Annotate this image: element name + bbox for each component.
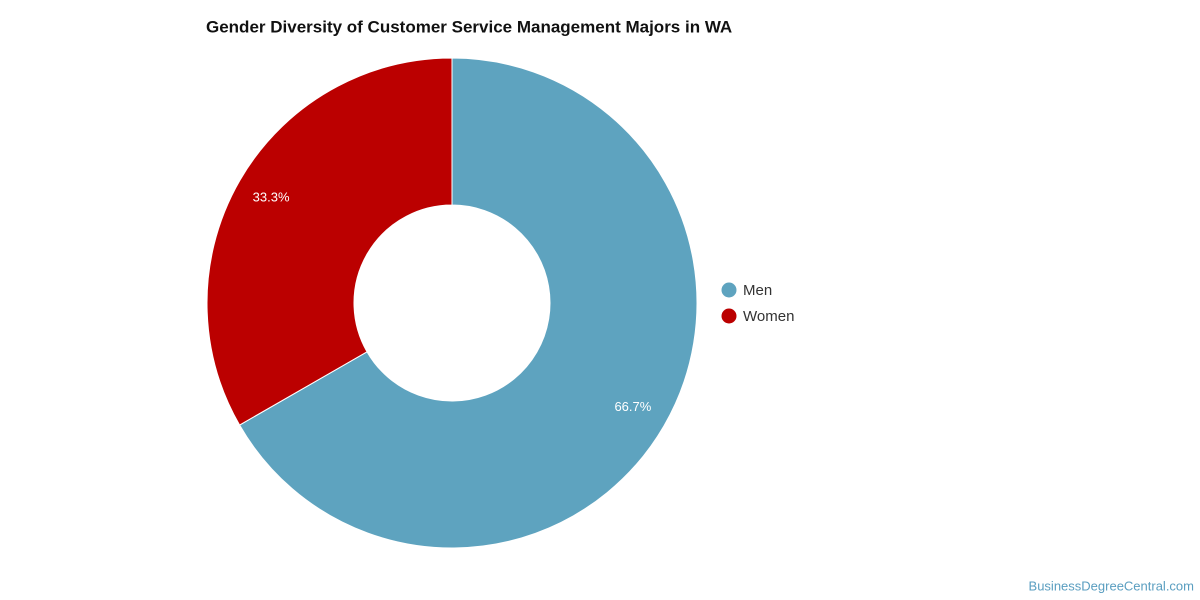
legend-marker xyxy=(721,308,737,324)
source: BusinessDegreeCentral.com xyxy=(1029,578,1194,593)
chart-title: Gender Diversity of Customer Service Man… xyxy=(206,17,732,36)
slice xyxy=(238,57,698,549)
legend-text: Women xyxy=(743,308,794,325)
slice-label: 33.3% xyxy=(253,190,290,205)
legend-text: Men xyxy=(743,282,772,299)
slice-label: 66.7% xyxy=(614,399,651,414)
legend-marker xyxy=(721,282,737,298)
slice xyxy=(206,57,453,426)
